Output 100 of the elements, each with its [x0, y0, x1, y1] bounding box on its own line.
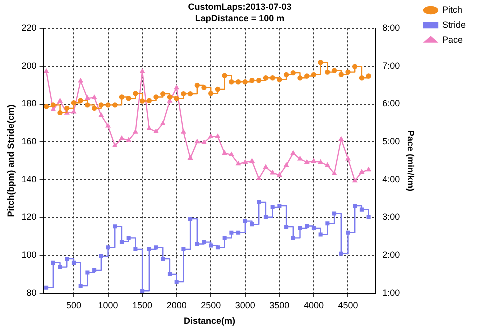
point — [360, 170, 364, 174]
point — [257, 200, 262, 204]
point — [236, 80, 242, 85]
point — [113, 224, 118, 229]
point — [85, 96, 90, 100]
point — [215, 86, 221, 92]
point — [202, 140, 207, 144]
point — [325, 162, 330, 168]
x-tick-label: 4500 — [338, 300, 358, 310]
point — [229, 152, 234, 157]
point — [270, 170, 276, 175]
point — [99, 113, 104, 118]
point — [263, 76, 269, 81]
point — [160, 121, 166, 126]
point — [44, 104, 50, 110]
point — [277, 77, 282, 82]
point — [106, 246, 110, 250]
point — [256, 176, 262, 180]
point — [154, 94, 159, 100]
point — [278, 204, 282, 208]
point — [304, 74, 310, 79]
point — [346, 156, 351, 161]
point — [208, 91, 214, 96]
point — [250, 158, 255, 163]
point — [98, 102, 104, 108]
point — [222, 150, 228, 156]
point — [339, 252, 344, 256]
point — [174, 280, 179, 284]
point — [120, 240, 124, 244]
point — [352, 178, 358, 183]
point — [325, 70, 330, 75]
point — [346, 230, 350, 235]
point — [284, 72, 290, 78]
y2-tick-label: 6:00 — [382, 98, 400, 109]
y-tick-label: 220 — [22, 23, 37, 34]
point — [78, 78, 84, 83]
point — [58, 110, 63, 116]
y2-tick-label: 8:00 — [382, 23, 400, 34]
point — [92, 268, 97, 273]
point — [140, 98, 146, 104]
legend-label: Pitch — [442, 4, 463, 15]
point — [112, 143, 118, 148]
point — [168, 272, 172, 276]
point — [305, 224, 310, 228]
point — [106, 102, 111, 108]
point — [167, 94, 173, 100]
y-tick-label: 160 — [22, 136, 37, 147]
point — [298, 76, 303, 81]
point — [304, 160, 310, 164]
point — [126, 96, 132, 102]
point — [147, 126, 152, 130]
point — [360, 208, 364, 212]
point — [182, 248, 186, 252]
point — [243, 160, 248, 164]
y-tick-label: 120 — [22, 212, 37, 222]
point — [243, 219, 248, 224]
x-tick-label: 2500 — [201, 300, 222, 310]
point — [222, 73, 228, 78]
x-tick-label: 500 — [66, 300, 82, 310]
point — [188, 91, 194, 97]
y2-tick-label: 3:00 — [382, 212, 400, 222]
point — [256, 78, 262, 84]
point — [326, 222, 330, 226]
point — [312, 226, 316, 231]
point — [119, 94, 125, 100]
point — [250, 78, 255, 84]
point — [72, 260, 76, 265]
point — [126, 138, 132, 142]
x-axis-title: Distance(m) — [184, 316, 236, 326]
y2-axis-title: Pace (min/km) — [406, 130, 416, 192]
point — [284, 162, 289, 168]
point — [209, 244, 214, 248]
point — [51, 260, 56, 265]
point — [65, 256, 70, 261]
point — [188, 156, 193, 160]
point — [147, 248, 152, 252]
point — [242, 80, 248, 85]
point — [311, 72, 317, 78]
point — [154, 129, 159, 134]
point — [195, 139, 200, 144]
point — [230, 230, 234, 235]
point — [51, 107, 56, 112]
point — [44, 69, 49, 74]
y-tick-label: 80 — [26, 288, 37, 298]
point — [312, 158, 316, 163]
point — [318, 232, 323, 237]
point — [188, 217, 193, 222]
point — [202, 85, 207, 90]
point — [339, 136, 344, 142]
chart-title: CustomLaps:2013-07-03 — [188, 2, 292, 12]
point — [250, 222, 254, 227]
point — [291, 236, 296, 240]
x-tick-label: 3000 — [235, 300, 256, 310]
point — [44, 286, 49, 290]
point — [78, 98, 84, 104]
point — [366, 167, 372, 172]
point — [86, 270, 90, 275]
point — [359, 76, 365, 81]
point — [133, 91, 138, 96]
point — [146, 98, 152, 104]
